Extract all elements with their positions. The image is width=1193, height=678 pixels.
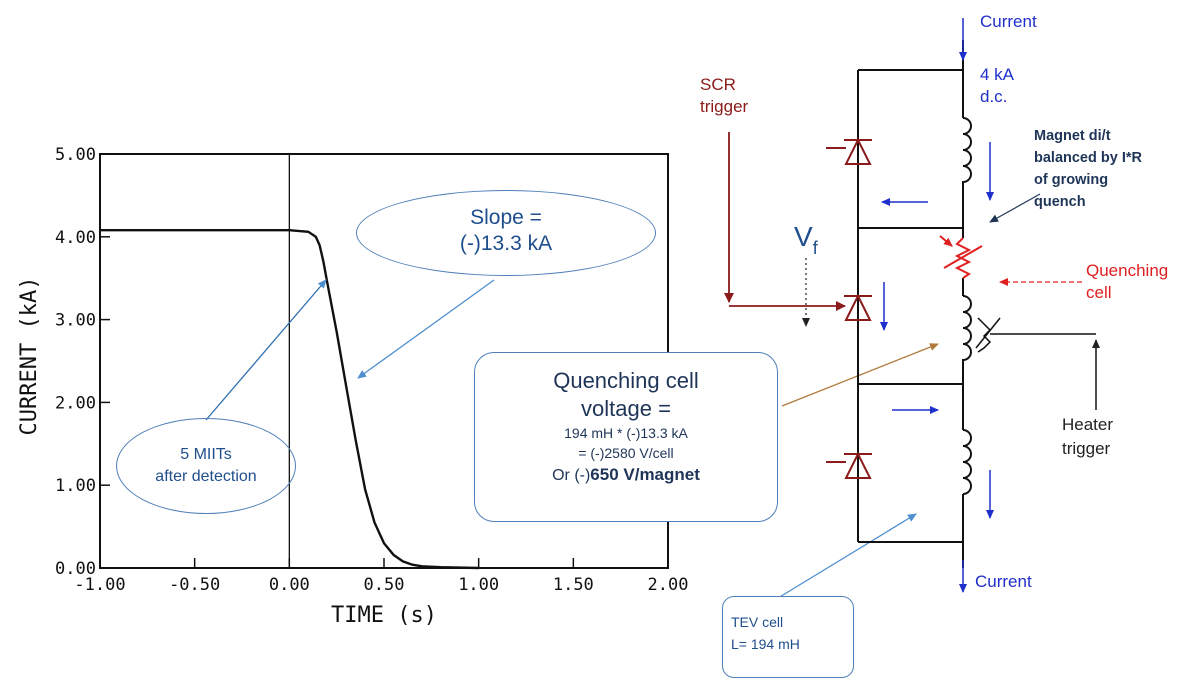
heater-resistor bbox=[977, 317, 992, 353]
quench-resistor-variable-arrow bbox=[943, 245, 983, 269]
miits-callout-line2: after detection bbox=[155, 468, 257, 485]
x-axis-ticks: -1.00 -0.50 0.00 0.50 1.00 1.50 2.00 bbox=[74, 558, 688, 595]
scr-label-line2: trigger bbox=[700, 97, 749, 116]
tev-pointer bbox=[777, 513, 917, 599]
magnet-note-line3: of growing bbox=[1034, 172, 1108, 188]
heater-resistor-arrow bbox=[975, 317, 1001, 349]
quench-resistor bbox=[954, 237, 972, 279]
y-axis-ticks: 0.00 1.00 2.00 3.00 4.00 5.00 bbox=[55, 145, 110, 579]
x-tick-label: -1.00 bbox=[74, 575, 125, 595]
miits-callout-line1: 5 MIITs bbox=[180, 446, 232, 463]
diode-bottom bbox=[826, 451, 872, 479]
resistor-top-arrowhead bbox=[939, 235, 953, 247]
scr-label-line1: SCR bbox=[700, 75, 736, 94]
y-tick-label: 0.00 bbox=[55, 559, 96, 579]
tev-line2: L= 194 mH bbox=[731, 636, 800, 652]
miits-pointer bbox=[205, 279, 327, 421]
quenching-label-line1: Quenching bbox=[1086, 261, 1168, 280]
y-tick-label: 2.00 bbox=[55, 393, 96, 413]
x-tick-label: -0.50 bbox=[169, 575, 220, 595]
magnet-note-line2: balanced by I*R bbox=[1034, 150, 1143, 166]
vf-label-sub: f bbox=[813, 238, 819, 258]
x-tick-label: 0.00 bbox=[269, 575, 310, 595]
x-axis-label: TIME (s) bbox=[331, 603, 437, 628]
y-tick-label: 4.00 bbox=[55, 228, 96, 248]
vf-label: Vf bbox=[794, 221, 819, 258]
current-decay-chart: 0.001.002.003.004.005.00 -1.00 -0.50 0.00 0… bbox=[17, 145, 688, 628]
current-curve bbox=[100, 229, 479, 570]
quenching-label-line2: cell bbox=[1086, 283, 1112, 302]
qv-line5-bold: 650 V/magnet bbox=[590, 465, 700, 484]
current-bottom-label: Current bbox=[975, 572, 1032, 591]
slope-pointer bbox=[357, 279, 495, 379]
qv-line4: = (-)2580 V/cell bbox=[578, 445, 674, 461]
y-tick-label: 3.00 bbox=[55, 311, 96, 331]
slope-callout-line1: Slope = bbox=[470, 206, 542, 229]
tev-cell-callout: TEV cell L= 194 mH bbox=[722, 596, 854, 678]
vf-label-main: V bbox=[794, 221, 813, 252]
dc-label-line1: 4 kA bbox=[980, 65, 1015, 84]
y-tick-label: 1.00 bbox=[55, 476, 96, 496]
x-tick-label: 2.00 bbox=[648, 575, 689, 595]
x-tick-label: 1.00 bbox=[458, 575, 499, 595]
quench-voltage-callout: Quenching cell voltage = 194 mH * (-)13.… bbox=[474, 352, 778, 522]
diode-top bbox=[826, 137, 872, 165]
x-tick-label: 1.50 bbox=[553, 575, 594, 595]
y-tick-label: 5.00 bbox=[55, 145, 96, 165]
slope-callout-line2: (-)13.3 kA bbox=[459, 232, 553, 255]
qv-line5-prefix: Or (-) bbox=[552, 467, 591, 484]
tev-line1: TEV cell bbox=[731, 614, 784, 630]
miits-callout: 5 MIITs after detection bbox=[116, 418, 296, 514]
magnet-inductor-bottom bbox=[962, 429, 972, 495]
magnet-note-line1: Magnet di/t bbox=[1034, 128, 1111, 144]
scr-diode-middle bbox=[844, 293, 872, 321]
magnet-inductor-middle bbox=[962, 295, 972, 370]
heater-label-line1: Heater bbox=[1062, 415, 1113, 434]
x-tick-label: 0.50 bbox=[364, 575, 405, 595]
slope-callout: Slope = (-)13.3 kA bbox=[356, 190, 656, 276]
magnet-inductor-top bbox=[962, 117, 972, 184]
qv-line3: 194 mH * (-)13.3 kA bbox=[564, 425, 688, 441]
magnet-note-line4: quench bbox=[1034, 194, 1086, 210]
magnet-note-pointer bbox=[989, 193, 1041, 223]
current-top-label: Current bbox=[980, 12, 1037, 31]
dc-label-line2: d.c. bbox=[980, 87, 1007, 106]
qv-pointer bbox=[781, 343, 939, 407]
qv-line1: Quenching cell bbox=[553, 368, 699, 393]
y-axis-label: CURRENT (kA) bbox=[17, 277, 42, 436]
qv-line5: Or (-)650 V/magnet bbox=[475, 463, 777, 488]
heater-label-line2: trigger bbox=[1062, 439, 1111, 458]
circuit-schematic: Current Current 4 kA d.c. SCR trigger Vf… bbox=[700, 12, 1168, 593]
qv-line2: voltage = bbox=[581, 396, 671, 421]
